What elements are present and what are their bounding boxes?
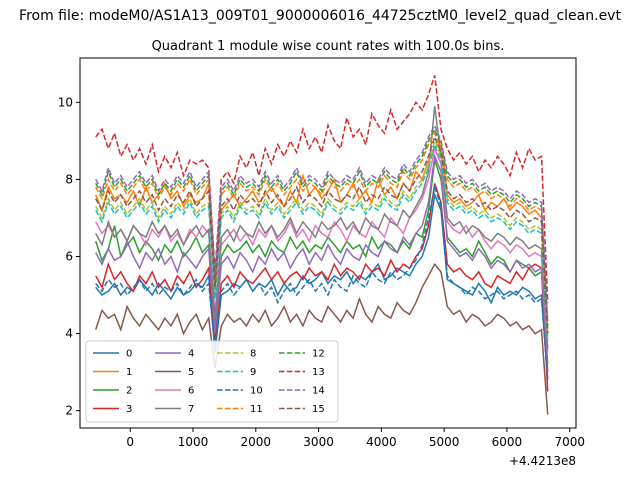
y-tick-label: 4 — [65, 327, 73, 341]
series-line-5 — [94, 262, 549, 415]
legend-label-7: 7 — [188, 404, 194, 415]
series-line-8 — [95, 138, 549, 338]
legend-label-6: 6 — [188, 386, 194, 397]
legend-label-8: 8 — [250, 349, 256, 360]
legend-label-4: 4 — [188, 349, 194, 360]
legend-label-13: 13 — [312, 367, 325, 378]
legend-box — [85, 340, 339, 423]
legend-label-3: 3 — [126, 404, 132, 415]
series-line-10 — [95, 184, 549, 380]
series-line-7 — [95, 106, 549, 350]
legend-label-2: 2 — [126, 386, 132, 397]
y-tick-label: 8 — [65, 172, 73, 186]
x-tick-label: 1000 — [178, 435, 209, 449]
x-tick-label: 7000 — [554, 435, 585, 449]
legend-label-9: 9 — [250, 367, 256, 378]
x-tick-label: 6000 — [492, 435, 523, 449]
legend-label-11: 11 — [250, 404, 263, 415]
x-tick-label: 2000 — [241, 435, 272, 449]
axes-frame — [79, 57, 577, 429]
series-line-2 — [94, 159, 549, 365]
legend-label-5: 5 — [188, 367, 194, 378]
legend-label-1: 1 — [126, 367, 132, 378]
x-axis: 0 1000 2000 3000 4000 5000 6000 7000 — [126, 428, 585, 449]
series-line-14 — [95, 123, 549, 323]
chart-title: Quadrant 1 module wise count rates with … — [152, 39, 505, 54]
y-tick-label: 6 — [65, 249, 73, 263]
series-line-15 — [95, 134, 549, 334]
series-line-12 — [95, 127, 549, 326]
x-tick-label: 4000 — [366, 435, 397, 449]
legend-label-0: 0 — [126, 349, 132, 360]
legend-label-14: 14 — [312, 386, 325, 397]
y-tick-label: 2 — [65, 404, 73, 418]
series-line-4 — [95, 153, 549, 373]
series-line-9 — [95, 142, 549, 342]
series-line-13 — [95, 75, 549, 303]
x-tick-label: 3000 — [303, 435, 334, 449]
legend-label-12: 12 — [312, 349, 325, 360]
x-tick-label: 5000 — [429, 435, 460, 449]
legend-label-10: 10 — [250, 386, 263, 397]
series-line-1 — [95, 139, 549, 334]
x-offset-label: +4.4213e8 — [509, 454, 576, 468]
y-tick-label: 10 — [58, 95, 73, 109]
plot-area — [94, 75, 549, 415]
x-tick-label: 0 — [126, 435, 134, 449]
legend-label-15: 15 — [312, 404, 325, 415]
series-line-11 — [95, 131, 549, 330]
figure-suptitle: From file: modeM0/AS1A13_009T01_90000060… — [19, 8, 621, 24]
series-line-6 — [95, 146, 549, 353]
y-axis: 2 4 6 8 10 — [58, 95, 80, 418]
